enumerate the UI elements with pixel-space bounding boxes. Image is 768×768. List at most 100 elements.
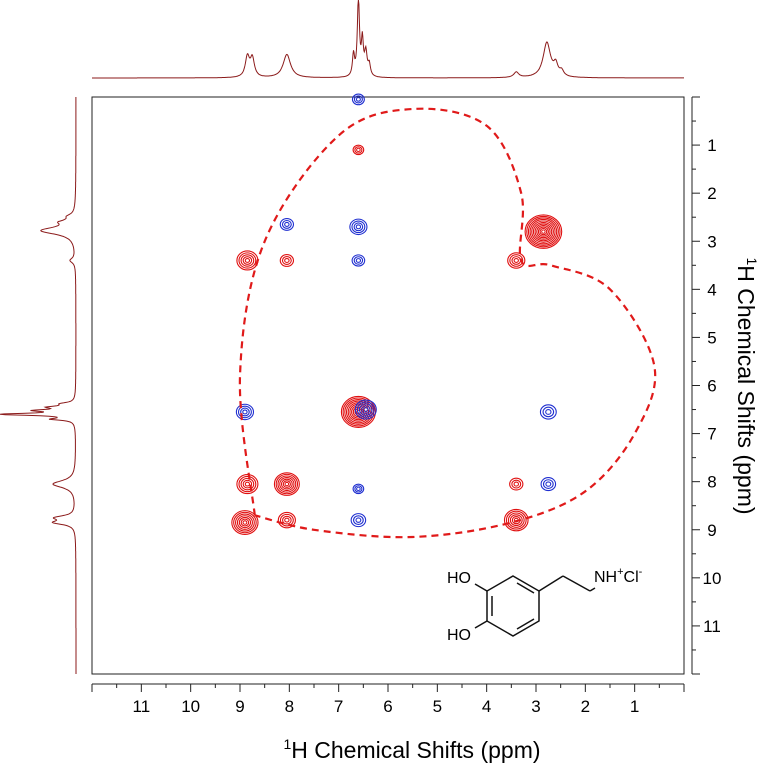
contour-line [280, 478, 293, 490]
contour-line [534, 223, 553, 240]
contour-line [524, 214, 563, 249]
side-chain-bond-2 [562, 575, 591, 592]
negative-cross-peak [235, 403, 255, 421]
positive-cross-peak [279, 254, 295, 267]
peak-center [547, 410, 550, 414]
peak-center [246, 482, 249, 486]
contour-line [509, 477, 524, 491]
positive-cross-peak [273, 472, 300, 496]
y-tick-label: 5 [707, 328, 716, 347]
peak-center [285, 223, 289, 226]
negative-cross-peak [351, 93, 365, 106]
x-tick-label: 1 [630, 697, 639, 716]
peak-center [357, 259, 360, 262]
positive-cross-peak [524, 214, 563, 249]
peak-center [515, 259, 518, 262]
x-tick-label: 10 [181, 697, 200, 716]
positive-cross-peak [352, 144, 365, 156]
hydroxyl-label-lower: HO [447, 627, 471, 644]
contour-line [242, 479, 253, 489]
positive-cross-peak [236, 250, 259, 271]
contour-line [507, 512, 525, 528]
contour-line [509, 514, 523, 527]
contour-line [240, 518, 250, 527]
contour-line [279, 477, 295, 492]
contour-line [279, 254, 295, 267]
peak-center [542, 230, 545, 233]
ring-double-bond-2 [516, 618, 535, 630]
peak-center [515, 482, 518, 486]
contour-line [527, 217, 559, 246]
contour-line [240, 407, 250, 417]
peak-center [285, 518, 289, 522]
negative-cross-peak [540, 477, 557, 492]
y-tick-label: 2 [707, 184, 716, 203]
peak-center [357, 148, 360, 152]
contour-line [231, 510, 259, 535]
x-tick-label: 6 [383, 697, 392, 716]
heart-dashed-outline [238, 107, 657, 539]
contour-line [242, 409, 248, 415]
contour-line [511, 479, 522, 489]
contour-line [541, 229, 546, 234]
peak-center [357, 487, 360, 491]
negative-cross-peak [354, 399, 377, 420]
contour-line [545, 481, 552, 487]
contour-line [363, 407, 369, 412]
plot-frame [91, 96, 685, 675]
peak-center [243, 410, 247, 414]
contour-line [531, 220, 556, 243]
contour-line [353, 95, 363, 104]
side-chain-bond-3 [589, 587, 596, 592]
peak-center [364, 408, 367, 411]
positive-cross-peak [231, 510, 259, 535]
contour-line [242, 520, 248, 525]
contour-line [539, 404, 557, 420]
contour-line [236, 515, 253, 530]
contour-line [233, 511, 257, 534]
peak-center [285, 482, 289, 486]
dopamine-hcl-structure [474, 575, 596, 637]
positive-cross-peak [236, 474, 259, 495]
top-1d-projection-trace [92, 0, 684, 79]
contour-line [237, 405, 252, 419]
contour-line [355, 97, 361, 102]
negative-cross-peak [352, 483, 365, 495]
contour-line [349, 403, 368, 421]
peak-center [357, 518, 360, 522]
contour-line [352, 144, 365, 156]
peak-center [243, 521, 247, 524]
contour-line [345, 400, 371, 424]
contour-line [354, 408, 363, 416]
contour-line [537, 226, 549, 237]
contour-line [235, 403, 255, 421]
contour-line [284, 257, 290, 264]
contour-line [281, 219, 292, 229]
contour-line [351, 93, 365, 106]
x-tick-label: 3 [531, 697, 540, 716]
contour-line [351, 220, 366, 234]
counter-ion-charge: - [639, 566, 643, 578]
contour-line [355, 517, 362, 523]
contour-line [240, 254, 255, 267]
amine-text: NH [594, 569, 617, 586]
contour-line [240, 477, 255, 491]
contour-line [238, 252, 257, 269]
negative-cross-peak [279, 217, 295, 231]
oh-bond-1 [474, 583, 488, 592]
negative-cross-peak [349, 218, 368, 236]
contour-line [505, 510, 527, 530]
y-tick-label: 3 [707, 232, 716, 251]
contour-line [356, 401, 375, 418]
contour-line [539, 228, 548, 236]
ring-double-bond-1 [516, 582, 535, 594]
y-tick-label: 9 [707, 521, 716, 540]
contour-line [242, 256, 253, 265]
x-axis-label-text: H Chemical Shifts (ppm) [291, 737, 540, 763]
contour-line [279, 513, 294, 527]
x-tick-label: 11 [133, 697, 151, 716]
contour-line [540, 477, 557, 492]
y-tick-label: 1 [707, 136, 716, 155]
y-axis-label-text: H Chemical Shifts (ppm) [733, 265, 759, 514]
